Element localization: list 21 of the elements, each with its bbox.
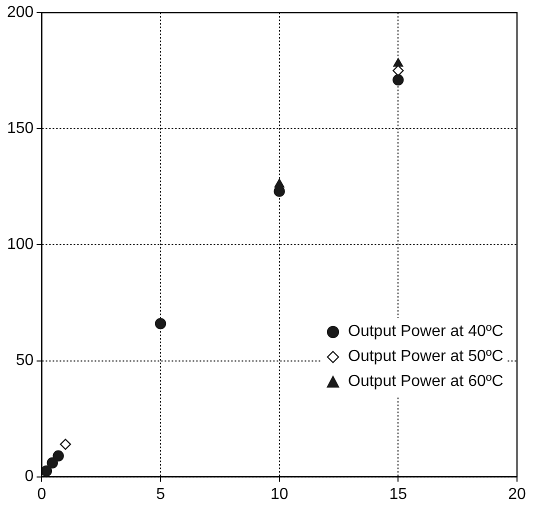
legend-label: Output Power at 60ºC [348,373,504,392]
point [393,58,404,67]
legend-label: Output Power at 50ºC [348,348,504,366]
x-tick-label: 15 [389,486,408,503]
point [46,457,58,468]
legend-label: Output Power at 40ºC [348,323,504,342]
x-tick-label: 20 [508,486,526,503]
y-tick-label: 200 [6,4,34,22]
point [154,318,166,330]
y-tick-label: 0 [24,468,34,486]
point [42,465,52,477]
point [392,74,404,86]
x-tick-label: 5 [156,486,166,503]
y-tick-label: 50 [16,352,34,370]
y-tick-label: 100 [6,236,34,254]
x-tick-label: 10 [270,486,288,503]
y-tick-label: 150 [6,120,34,138]
x-tick-label: 0 [37,486,46,503]
point [52,450,64,462]
point [392,65,404,76]
point [60,438,72,450]
